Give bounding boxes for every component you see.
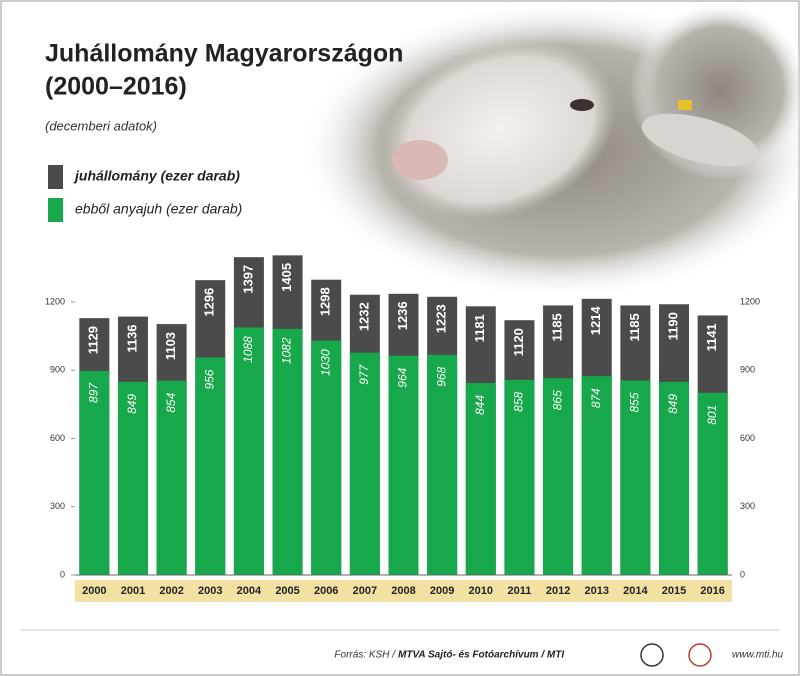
bar xyxy=(581,376,612,575)
bar xyxy=(427,354,458,575)
data-label: 1223 xyxy=(434,304,449,333)
title: Juhállomány Magyarországon xyxy=(45,40,403,68)
data-label: 1236 xyxy=(395,301,410,330)
data-label: 1120 xyxy=(511,328,526,356)
sheep-photo xyxy=(300,0,800,300)
data-label: 1103 xyxy=(163,332,178,360)
data-label: 1298 xyxy=(318,287,333,316)
data-label: 897 xyxy=(86,382,100,403)
year-band xyxy=(75,580,732,602)
x-tick-label: 2013 xyxy=(584,585,608,597)
y2-tick-label: 900 xyxy=(740,365,755,375)
note: (decemberi adatok) xyxy=(45,118,157,133)
data-label: 854 xyxy=(164,392,178,412)
y2-tick-label: 0 xyxy=(740,569,745,579)
website: www.mti.hu xyxy=(732,650,784,661)
x-tick-label: 2012 xyxy=(546,585,570,597)
bar xyxy=(620,380,651,575)
bar xyxy=(388,355,419,575)
legend-swatch xyxy=(48,165,63,189)
data-label: 1181 xyxy=(472,314,487,342)
data-label: 1232 xyxy=(356,302,371,331)
bar xyxy=(349,352,380,575)
data-label: 1141 xyxy=(704,323,719,351)
data-label: 1405 xyxy=(279,263,294,292)
y-tick-label: 900 xyxy=(50,365,65,375)
bar xyxy=(697,392,728,575)
data-label: 1082 xyxy=(280,337,294,364)
y-tick-label: 1200 xyxy=(45,296,65,306)
data-label: 849 xyxy=(125,394,139,414)
data-label: 858 xyxy=(512,391,526,411)
bar xyxy=(117,381,148,575)
data-label: 874 xyxy=(589,388,603,408)
x-tick-label: 2008 xyxy=(391,585,415,597)
data-label: 964 xyxy=(396,367,410,387)
x-tick-label: 2011 xyxy=(508,585,532,597)
data-label: 1185 xyxy=(550,313,565,341)
data-label: 977 xyxy=(357,363,371,384)
bar xyxy=(504,379,535,575)
data-label: 1397 xyxy=(240,265,255,294)
data-label: 1030 xyxy=(318,349,332,376)
bar xyxy=(465,382,496,575)
y-tick-label: 300 xyxy=(50,501,65,511)
data-label: 968 xyxy=(434,366,448,386)
x-tick-label: 2003 xyxy=(198,585,222,597)
x-tick-label: 2006 xyxy=(314,585,338,597)
bar xyxy=(233,327,264,575)
bar xyxy=(543,378,574,575)
y-tick-label: 600 xyxy=(50,433,65,443)
data-label: 1185 xyxy=(627,313,642,341)
bar xyxy=(195,357,226,575)
legend-label: juhállomány (ezer darab) xyxy=(73,168,240,184)
source: Forrás: KSH / xyxy=(334,650,396,661)
bar xyxy=(156,380,187,575)
data-label: 1136 xyxy=(124,324,139,352)
data-label: 801 xyxy=(705,405,719,425)
data-label: 855 xyxy=(628,392,642,412)
bar xyxy=(311,340,342,575)
data-label: 1214 xyxy=(588,306,603,336)
x-tick-label: 2009 xyxy=(430,585,454,597)
data-label: 865 xyxy=(550,390,564,410)
data-label: 1129 xyxy=(86,326,101,354)
x-tick-label: 2014 xyxy=(623,585,648,597)
legend-swatch xyxy=(48,198,63,222)
x-tick-label: 2000 xyxy=(82,585,106,597)
x-tick-label: 2001 xyxy=(121,585,145,597)
y-tick-label: 0 xyxy=(60,569,65,579)
legend-label: ebből anyajuh (ezer darab) xyxy=(75,201,242,217)
bar xyxy=(272,328,303,575)
data-label: 1296 xyxy=(202,288,217,317)
x-tick-label: 2010 xyxy=(469,585,493,597)
data-label: 849 xyxy=(666,394,680,414)
data-label: 1190 xyxy=(665,312,680,340)
x-tick-label: 2005 xyxy=(275,585,299,597)
bar xyxy=(659,381,690,575)
data-label: 844 xyxy=(473,395,487,415)
y2-tick-label: 300 xyxy=(740,501,755,511)
x-tick-label: 2002 xyxy=(159,585,183,597)
x-tick-label: 2004 xyxy=(237,585,262,597)
footer: Forrás: KSH / MTVA Sajtó- és Fotóarchívu… xyxy=(20,629,784,667)
subtitle: (2000–2016) xyxy=(45,73,187,101)
data-label: 1088 xyxy=(241,336,255,363)
x-tick-label: 2007 xyxy=(353,585,377,597)
x-tick-label: 2016 xyxy=(700,585,724,597)
y2-tick-label: 600 xyxy=(740,433,755,443)
x-tick-label: 2015 xyxy=(662,585,686,597)
data-label: 956 xyxy=(202,369,216,389)
y2-tick-label: 1200 xyxy=(740,296,760,306)
source-bold: MTVA Sajtó- és Fotóarchívum / MTI xyxy=(398,650,564,661)
bar xyxy=(79,370,110,575)
